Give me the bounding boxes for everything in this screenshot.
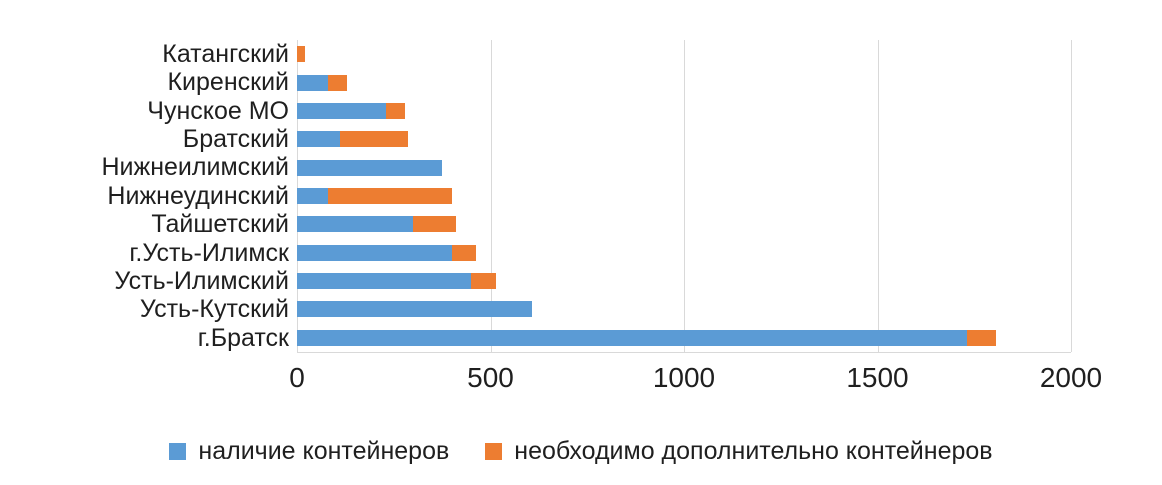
- x-tick-label: 1000: [652, 362, 716, 393]
- bar-segment-available: [297, 216, 414, 233]
- legend: наличие контейнеров необходимо дополните…: [0, 437, 1162, 466]
- bar-segment-needed: [413, 216, 457, 233]
- bar-row: [297, 244, 476, 261]
- bar-segment-needed: [339, 131, 409, 148]
- category-label: Тайшетский: [151, 210, 289, 239]
- bar-row: [297, 131, 409, 148]
- legend-item-needed: необходимо дополнительно контейнеров: [485, 437, 993, 466]
- bar-row: [297, 159, 443, 176]
- bar-segment-needed: [327, 188, 452, 204]
- bar-row: [297, 46, 305, 63]
- gridline: [877, 40, 879, 352]
- x-tick-label: 0: [289, 362, 305, 393]
- bar-segment-needed: [471, 273, 497, 290]
- bar-segment-available: [297, 244, 452, 261]
- category-label: Чунское МО: [147, 96, 289, 125]
- category-label: Братский: [182, 125, 289, 154]
- legend-swatch-needed-icon: [485, 443, 503, 460]
- legend-swatch-available-icon: [169, 443, 187, 460]
- bar-row: [297, 273, 497, 290]
- bar-segment-needed: [327, 74, 348, 91]
- legend-label-available: наличие контейнеров: [198, 437, 450, 465]
- x-tick-label: 2000: [1039, 362, 1103, 393]
- bar-segment-available: [297, 329, 967, 346]
- bar-row: [297, 102, 405, 119]
- gridline: [1071, 40, 1072, 352]
- bar-segment-needed: [451, 244, 476, 261]
- legend-item-available: наличие контейнеров: [169, 437, 449, 466]
- bar-segment-needed: [297, 46, 305, 63]
- category-label: Киренский: [167, 68, 289, 97]
- bar-row: [297, 188, 452, 204]
- bar-segment-available: [297, 74, 328, 91]
- bar-row: [297, 74, 348, 91]
- plot-area: [297, 40, 1072, 353]
- bar-row: [297, 216, 457, 233]
- gridline: [490, 40, 492, 352]
- bar-segment-needed: [966, 329, 996, 346]
- category-label: Нижнеилимский: [101, 153, 289, 182]
- gridline: [684, 40, 685, 352]
- category-label: Усть-Кутский: [139, 295, 289, 324]
- bar-row: [297, 301, 533, 318]
- bar-segment-available: [297, 188, 328, 204]
- bar-segment-available: [297, 159, 443, 176]
- category-label: г.Усть-Илимск: [129, 238, 289, 267]
- bar-row: [297, 329, 996, 346]
- legend-label-needed: необходимо дополнительно контейнеров: [514, 437, 993, 465]
- category-label: Нижнеудинский: [107, 181, 289, 210]
- bar-segment-needed: [386, 102, 405, 119]
- bar-segment-available: [297, 131, 340, 148]
- category-label: Усть-Илимский: [114, 266, 289, 295]
- category-label: Катангский: [162, 40, 289, 68]
- x-tick-label: 1500: [846, 362, 909, 393]
- category-label: г.Братск: [197, 323, 289, 352]
- bar-segment-available: [297, 273, 472, 290]
- x-tick-label: 500: [467, 362, 514, 393]
- bar-segment-available: [297, 301, 533, 318]
- bar-segment-available: [297, 102, 386, 119]
